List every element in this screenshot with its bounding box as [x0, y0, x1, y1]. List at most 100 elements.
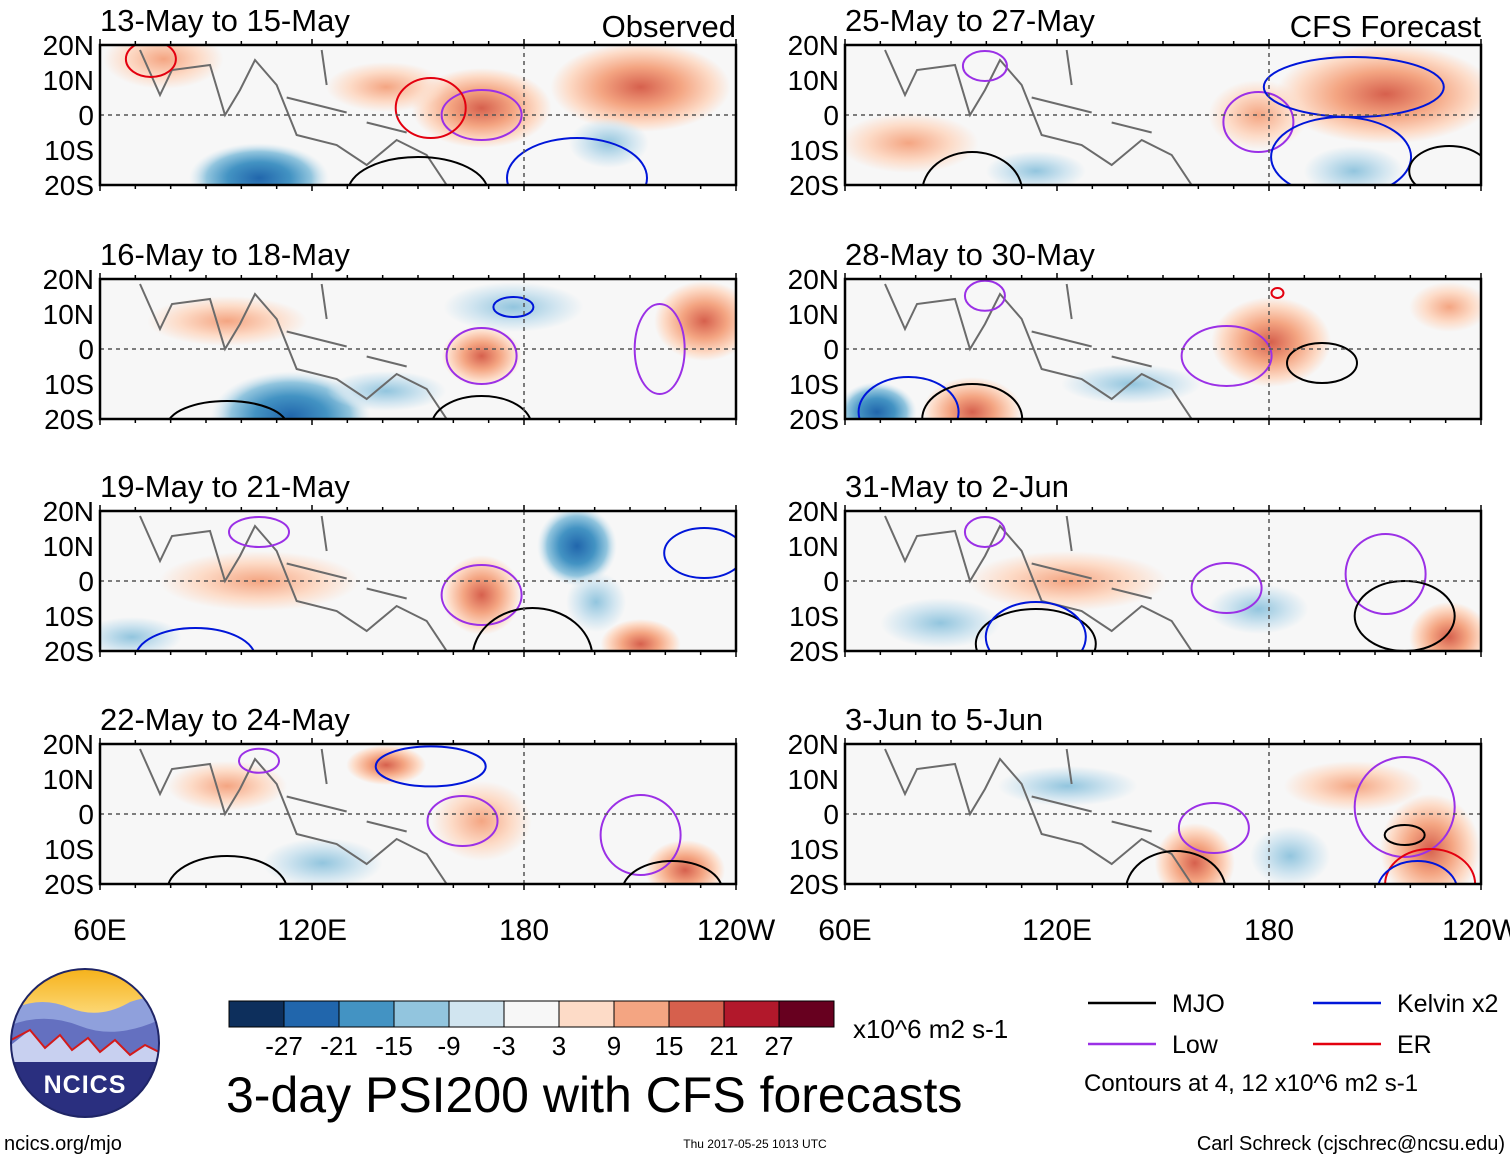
colorbar-swatch [283, 1000, 340, 1028]
footer-right: Carl Schreck (cjschrec@ncsu.edu) [1197, 1133, 1505, 1155]
contour-line [1270, 287, 1285, 299]
lat-tick-label: 10S [789, 369, 839, 400]
lat-tick-label: 20N [43, 30, 94, 61]
contour-line [506, 137, 648, 185]
colorbar-swatch [668, 1000, 725, 1028]
panel-title: 31-May to 2-Jun [845, 469, 1069, 504]
lat-tick-label: 20N [788, 30, 839, 61]
contour-line [238, 747, 280, 774]
shading-blob [1208, 584, 1309, 634]
colorbar-label: -27 [265, 1031, 303, 1061]
map-panel: 20N 10N 0 10S 20S 25-May to 27-May CFS Forecas… [788, 3, 1483, 201]
coastline [1031, 748, 1152, 833]
colorbar-label: 9 [607, 1031, 621, 1061]
lat-tick-label: 10N [788, 764, 839, 795]
lon-tick-label: 60E [818, 914, 871, 947]
map-panel: 20N 10N 0 10S 20S 13-May to 15-May Observed [43, 3, 738, 201]
coastline [884, 49, 1193, 185]
contour-line [921, 151, 1023, 185]
lat-tick-label: 10N [43, 764, 94, 795]
coastline [884, 283, 1193, 419]
lat-tick-label: 20S [789, 404, 839, 435]
colorbar-label: 15 [655, 1031, 684, 1061]
colorbar: -27 -21 -15 -9 -3 3 9 15 21 27 [228, 1000, 835, 1061]
colorbar-label: -15 [375, 1031, 413, 1061]
shading-blob [550, 45, 731, 132]
colorbar-swatch [613, 1000, 670, 1028]
contour-line [1125, 850, 1226, 884]
panel-title: 28-May to 30-May [845, 237, 1095, 272]
coastline [286, 515, 407, 600]
contour-line [1383, 824, 1426, 846]
lat-tick-label: 10N [788, 531, 839, 562]
shading-blob [645, 840, 726, 884]
contour-line [1286, 342, 1358, 384]
lat-tick-label: 10N [43, 65, 94, 96]
lat-tick-label: 10S [789, 135, 839, 166]
shading-blob [922, 377, 1023, 419]
shading-blob [441, 555, 522, 635]
contour-line [1353, 756, 1456, 858]
colorbar-label: 27 [765, 1031, 794, 1061]
contour-line [622, 860, 723, 884]
colorbar-swatch [228, 1000, 285, 1028]
coastline [884, 515, 1193, 651]
colorbar-label: -3 [492, 1031, 515, 1061]
lat-tick-label: 10S [44, 135, 94, 166]
lat-tick-label: 10S [44, 834, 94, 865]
legend-label: MJO [1172, 990, 1225, 1018]
colorbar-label: -9 [437, 1031, 460, 1061]
lat-tick-label: 10S [44, 369, 94, 400]
shading-blob [103, 45, 224, 89]
shading-blob [845, 382, 917, 419]
contour-line [168, 400, 286, 419]
contour-line [1190, 562, 1263, 614]
map-panel: 20N 10N 0 10S 20S 3-Jun to 5-Jun [788, 702, 1483, 900]
coastline [1031, 49, 1152, 134]
shading-blob [100, 617, 182, 651]
shading-blob [431, 781, 532, 861]
shading-blob [1303, 146, 1404, 185]
colorbar-swatch [723, 1000, 780, 1028]
lat-tick-label: 20S [44, 869, 94, 900]
panel-title: 3-Jun to 5-Jun [845, 702, 1043, 737]
lat-tick-label: 20N [788, 496, 839, 527]
shading-blob [566, 572, 627, 632]
lat-tick-label: 20S [789, 170, 839, 201]
contour-line [374, 745, 487, 788]
legend: MJO Low Kelvin x2 ER [1088, 990, 1498, 1059]
lat-tick-label: 10N [43, 299, 94, 330]
map-panel: 20N 10N 0 10S 20S 28-May to 30-May [788, 237, 1483, 435]
lat-tick-label: 20N [43, 729, 94, 760]
contour-line [984, 601, 1087, 651]
lat-tick-label: 20N [43, 264, 94, 295]
lat-tick-label: 20S [44, 404, 94, 435]
shading-blob [1211, 297, 1332, 387]
colorbar-units: x10^6 m2 s-1 [853, 1014, 1008, 1044]
shading-blob [985, 151, 1086, 185]
contour-line [921, 383, 1024, 419]
contour-line [1353, 580, 1456, 651]
contour-line [426, 795, 499, 847]
colorbar-swatch [778, 1000, 835, 1028]
contour-line [135, 627, 255, 651]
coastline [139, 515, 448, 651]
map-panel: 20N 10N 0 10S 20S 22-May to 24-May [43, 702, 738, 900]
coastline [139, 283, 448, 419]
legend-label: Low [1172, 1031, 1219, 1059]
colorbar-label: 21 [710, 1031, 739, 1061]
logo-text: NCICS [44, 1071, 127, 1099]
shading-blob [210, 371, 371, 419]
lon-tick-label: 120W [1442, 914, 1510, 947]
footer-left: ncics.org/mjo [4, 1133, 122, 1155]
shading-blob [1154, 823, 1235, 884]
shading-blob [441, 326, 522, 386]
colorbar-swatch [338, 1000, 395, 1028]
panel-tag: CFS Forecast [1290, 9, 1482, 44]
contour-line [1377, 860, 1458, 884]
lat-tick-label: 0 [823, 100, 839, 131]
contour-line [599, 794, 682, 876]
colorbar-label: 3 [552, 1031, 566, 1061]
colorbar-swatch [448, 1000, 505, 1028]
ncics-logo: NCICS [10, 968, 160, 1118]
